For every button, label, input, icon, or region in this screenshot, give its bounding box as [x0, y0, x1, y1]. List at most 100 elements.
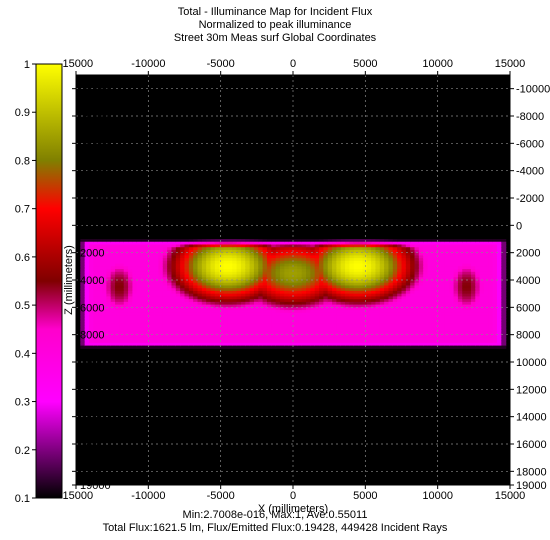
heatmap-cell [470, 258, 476, 262]
heatmap-cell [444, 266, 450, 270]
heatmap-cell [414, 269, 420, 273]
heatmap-cell [336, 269, 342, 273]
x-axis-label: X (millimeters) [258, 503, 328, 515]
heatmap-cell [314, 296, 320, 300]
heatmap-cell [149, 340, 155, 344]
heatmap-cell [449, 318, 455, 322]
heatmap-cell [154, 337, 160, 341]
colorbar [35, 63, 63, 499]
heatmap-cell [457, 239, 463, 243]
heatmap-cell [253, 307, 259, 311]
heatmap-cell [353, 258, 359, 262]
heatmap-cell [362, 326, 368, 330]
heatmap-cell [262, 280, 268, 284]
heatmap-cell [193, 285, 199, 289]
heatmap-cell [227, 280, 233, 284]
heatmap-cell [210, 329, 216, 333]
heatmap-cell [249, 342, 255, 347]
x-tick-label-top: 0 [290, 58, 296, 70]
heatmap-cell [141, 282, 147, 287]
heatmap-cell [397, 285, 403, 289]
heatmap-cell [414, 345, 420, 349]
heatmap-cell [436, 304, 442, 308]
heatmap-cell [162, 269, 168, 273]
heatmap-cell [115, 321, 120, 325]
heatmap-cell [284, 337, 290, 341]
heatmap-cell [245, 315, 251, 319]
heatmap-cell [371, 312, 377, 317]
heatmap-cell [496, 340, 502, 344]
heatmap-cell [392, 244, 398, 248]
heatmap-cell [149, 334, 155, 338]
heatmap-cell [175, 315, 181, 319]
heatmap-cell [314, 315, 320, 319]
heatmap-cell [197, 323, 203, 328]
heatmap-cell [371, 323, 377, 328]
heatmap-cell [327, 244, 333, 248]
heatmap-cell [405, 334, 411, 338]
heatmap-cell [492, 247, 498, 251]
heatmap-cell [232, 301, 238, 306]
heatmap-cell [375, 252, 381, 256]
heatmap-cell [457, 323, 463, 328]
heatmap-cell [501, 263, 507, 267]
heatmap-cell [154, 282, 160, 287]
heatmap-cell [89, 247, 94, 251]
heatmap-cell [453, 285, 459, 289]
heatmap-cell [349, 249, 355, 254]
heatmap-cell [362, 304, 368, 308]
heatmap-cell [436, 310, 442, 314]
heatmap-cell [223, 260, 229, 265]
heatmap-cell [479, 301, 485, 306]
heatmap-cell [201, 299, 207, 303]
heatmap-cell [375, 321, 381, 325]
heatmap-cell [262, 340, 268, 344]
heatmap-cell [349, 266, 355, 270]
heatmap-cell [110, 285, 116, 289]
heatmap-cell [410, 329, 416, 333]
heatmap-cell [444, 299, 450, 303]
heatmap-cell [110, 312, 116, 317]
heatmap-cell [149, 247, 155, 251]
heatmap-cell [401, 299, 407, 303]
heatmap-cell [188, 323, 194, 328]
heatmap-cell [444, 293, 450, 297]
heatmap-cell [175, 307, 181, 311]
heatmap-cell [379, 337, 385, 341]
heatmap-cell [253, 301, 259, 306]
heatmap-cell [106, 239, 112, 243]
heatmap-cell [240, 277, 246, 281]
heatmap-cell [227, 334, 233, 338]
heatmap-cell [340, 340, 346, 344]
heatmap-cell [167, 318, 173, 322]
heatmap-cell [167, 263, 173, 267]
heatmap-cell [145, 252, 151, 256]
heatmap-cell [384, 247, 390, 251]
heatmap-cell [444, 260, 450, 265]
heatmap-cell [245, 296, 251, 300]
heatmap-cell [258, 307, 264, 311]
heatmap-cell [414, 249, 420, 254]
heatmap-cell [475, 239, 481, 243]
heatmap-cell [462, 307, 468, 311]
heatmap-cell [427, 318, 433, 322]
heatmap-cell [340, 241, 346, 246]
heatmap-cell [457, 290, 463, 295]
heatmap-cell [310, 277, 316, 281]
heatmap-cell [188, 239, 194, 243]
heatmap-cell [214, 299, 220, 303]
heatmap-cell [306, 260, 311, 265]
heatmap-cell [319, 288, 324, 292]
heatmap-cell [253, 258, 259, 262]
heatmap-cell [232, 290, 238, 295]
heatmap-cell [323, 288, 329, 292]
heatmap-cell [206, 255, 212, 259]
heatmap-cell [123, 244, 129, 248]
heatmap-cell [423, 296, 429, 300]
x-tick-label-top: -10000 [131, 58, 165, 70]
heatmap-cell [210, 288, 216, 292]
heatmap-cell [366, 263, 372, 267]
heatmap-cell [392, 337, 398, 341]
heatmap-cell [175, 342, 181, 347]
heatmap-cell [145, 340, 151, 344]
